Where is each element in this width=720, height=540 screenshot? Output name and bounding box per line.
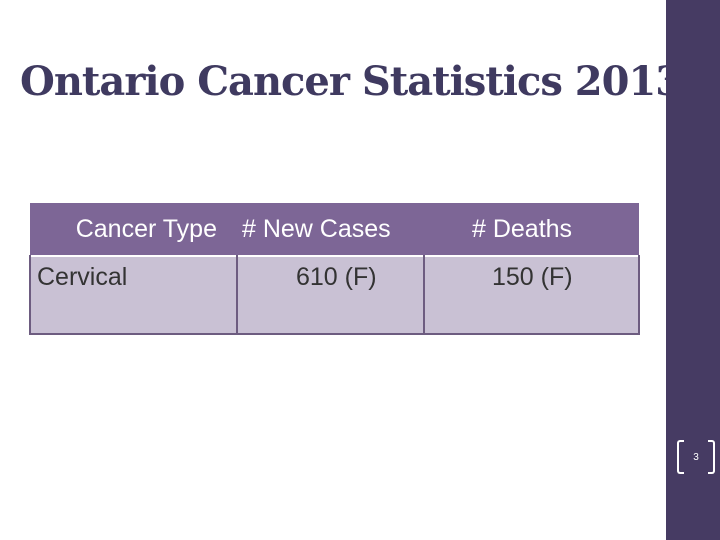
table-header-row: Cancer Type # New Cases # Deaths — [30, 203, 639, 256]
cell-new-cases: 610 (F) — [236, 255, 425, 335]
cell-cancer-type: Cervical — [29, 255, 238, 335]
page-number: 3 — [693, 452, 699, 463]
cell-deaths: 150 (F) — [423, 255, 640, 335]
cell-new-cases-text: 610 (F) — [296, 263, 377, 291]
statistics-table: Cancer Type # New Cases # Deaths Cervica… — [29, 203, 640, 335]
table-row: Cervical 610 (F) 150 (F) — [29, 255, 640, 335]
header-new-cases: # New Cases — [237, 203, 424, 256]
slide-title: Ontario Cancer Statistics 2013 — [20, 58, 683, 105]
header-deaths: # Deaths — [424, 203, 639, 256]
page-number-frame: 3 — [677, 440, 715, 476]
side-accent-bar — [666, 0, 720, 540]
right-bracket-icon — [708, 440, 715, 474]
cell-deaths-text: 150 (F) — [492, 263, 573, 291]
header-cancer-type: Cancer Type — [30, 203, 237, 256]
cell-cancer-type-text: Cervical — [37, 263, 128, 291]
left-bracket-icon — [677, 440, 684, 474]
